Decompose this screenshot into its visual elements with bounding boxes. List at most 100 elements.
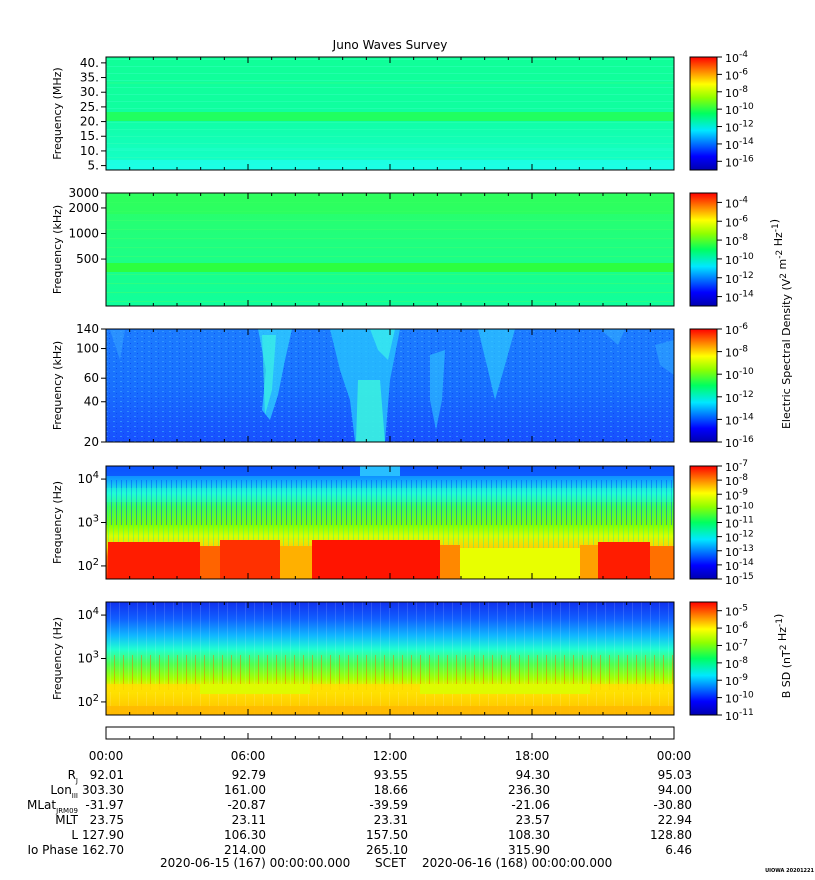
colorbar-tick-label: 10-16 <box>725 435 754 450</box>
y-tick-label: 40. <box>80 56 99 70</box>
colorbar-tick-label: 10-12 <box>725 390 754 405</box>
time-label: 12:00 <box>373 749 408 763</box>
colorbar-tick-label: 10-7 <box>725 638 748 653</box>
panel-3: 140 100 60 40 20 Frequency (kHz) <box>51 322 675 449</box>
y-axis-label: Frequency (kHz) <box>51 205 64 294</box>
ephemeris-value: 94.00 <box>658 783 692 797</box>
y-tick-label: 10. <box>80 144 99 158</box>
ephemeris-value: 94.30 <box>516 768 550 782</box>
ephemeris-value: 157.50 <box>366 828 408 842</box>
ephemeris-value: 23.31 <box>374 813 408 827</box>
y-tick-label: 500 <box>76 252 99 266</box>
ephemeris-row-label: Io Phase <box>27 843 78 857</box>
colorbar-tick-label: 10-12 <box>725 271 754 286</box>
y-tick-label: 15. <box>80 129 99 143</box>
time-label: 00:00 <box>657 749 692 763</box>
low-frequency-bursts <box>108 540 674 579</box>
y-tick-label: 40 <box>84 395 99 409</box>
y-axis-label: Frequency (Hz) <box>51 617 64 700</box>
colorbar-tick-label: 10-14 <box>725 290 754 305</box>
ephemeris-value: 127.90 <box>82 828 124 842</box>
y-tick-label: 102 <box>77 693 99 709</box>
footer-start: 2020-06-15 (167) 00:00:00.000 <box>160 856 350 870</box>
y-tick-label: 20 <box>84 435 99 449</box>
time-label: 06:00 <box>231 749 266 763</box>
ephemeris-value: 93.55 <box>374 768 408 782</box>
ephemeris-value: 214.00 <box>224 843 266 857</box>
ephemeris-value: 162.70 <box>82 843 124 857</box>
colorbar-2: 10-4 10-6 10-8 10-10 10-12 10-14 <box>689 192 754 307</box>
y-tick-label: 103 <box>77 650 99 666</box>
ephemeris-table: RJ 92.01 92.79 93.55 94.30 95.03 LonIII 303.30 1… <box>27 768 692 857</box>
emission-features <box>110 329 674 442</box>
ephemeris-row-label: MLatJRM09 <box>27 798 78 815</box>
ephemeris-value: 6.46 <box>665 843 692 857</box>
stamp: UIOWA 20201221 <box>765 868 814 874</box>
footer-scet: SCET <box>375 856 407 870</box>
y-tick-label: 104 <box>77 606 99 622</box>
ephemeris-value: 22.94 <box>658 813 692 827</box>
ephemeris-row-label: L <box>71 828 78 842</box>
ephemeris-value: 95.03 <box>658 768 692 782</box>
y-tick-label: 1000 <box>68 227 99 241</box>
ephemeris-value: 161.00 <box>224 783 266 797</box>
ephemeris-value: 23.75 <box>90 813 124 827</box>
colorbar-3: 10-6 10-8 10-10 10-12 10-14 10-16 <box>689 322 754 450</box>
y-tick-label: 60 <box>84 371 99 385</box>
band-20mhz <box>106 112 674 121</box>
ephemeris-value: 236.30 <box>508 783 550 797</box>
ephemeris-value: 18.66 <box>374 783 408 797</box>
colorbar-tick-label: 10-10 <box>725 102 754 117</box>
y-tick-label: 140 <box>76 322 99 336</box>
colorbar-tick-label: 10-11 <box>725 516 754 531</box>
colorbar-tick-label: 10-10 <box>725 252 754 267</box>
ephemeris-value: 106.30 <box>224 828 266 842</box>
colorbar-tick-label: 10-10 <box>725 367 754 382</box>
ephemeris-row-label: LonIII <box>50 783 78 800</box>
ephemeris-value: 23.11 <box>232 813 266 827</box>
colorbar-tick-label: 10-8 <box>725 345 748 360</box>
ephemeris-value: -31.97 <box>85 798 124 812</box>
colorbar-tick-label: 10-8 <box>725 473 748 488</box>
colorbar-tick-label: 10-7 <box>725 459 748 474</box>
colorbar-tick-label: 10-14 <box>725 558 754 573</box>
colorbar-tick-label: 10-5 <box>725 604 748 619</box>
colorbar-tick-label: 10-15 <box>725 572 754 587</box>
colorbar-5: 10-5 10-6 10-7 10-8 10-9 10-10 10-11 <box>689 601 754 723</box>
panel-4: 104 103 102 Frequency (Hz) <box>51 465 675 580</box>
colorbar-tick-label: 10-12 <box>725 530 754 545</box>
y-tick-label: 35. <box>80 71 99 85</box>
colorbar-label-magnetic: B SD (nT2 Hz-1) <box>772 614 793 699</box>
y-tick-label: 3000 <box>68 186 99 200</box>
colorbar-tick-label: 10-4 <box>725 50 748 65</box>
colorbar-tick-label: 10-9 <box>725 673 748 688</box>
y-tick-label: 102 <box>77 557 99 573</box>
colorbar-tick-label: 10-4 <box>725 195 748 210</box>
y-axis-label: Frequency (MHz) <box>51 67 64 159</box>
ephemeris-value: -20.87 <box>227 798 266 812</box>
colorbar-tick-label: 10-6 <box>725 67 748 82</box>
colorbar-tick-label: 10-6 <box>725 621 748 636</box>
y-tick-label: 25. <box>80 100 99 114</box>
colorbar-tick-label: 10-9 <box>725 487 748 502</box>
y-axis-label: Frequency (Hz) <box>51 481 64 564</box>
colorbar-tick-label: 10-8 <box>725 656 748 671</box>
colorbar-tick-label: 10-6 <box>725 214 748 229</box>
ephemeris-value: 265.10 <box>366 843 408 857</box>
ephemeris-value: 128.80 <box>650 828 692 842</box>
panel-1: 40.35.30.25.20.15.10.5. Frequency (MHz) <box>51 56 675 173</box>
colorbar-tick-label: 10-10 <box>725 691 754 706</box>
y-tick-label: 2000 <box>68 201 99 215</box>
ephemeris-value: -21.06 <box>511 798 550 812</box>
chart-title: Juno Waves Survey <box>332 38 448 52</box>
ephemeris-row-label: RJ <box>68 768 78 785</box>
colorbar-tick-label: 10-12 <box>725 120 754 135</box>
colorbar-label-electric: Electric Spectral Density (V2 m-2 Hz-1) <box>768 219 793 429</box>
ephemeris-value: 92.79 <box>232 768 266 782</box>
y-tick-label: 104 <box>77 470 99 486</box>
colorbar-tick-label: 10-8 <box>725 233 748 248</box>
y-tick-label: 30. <box>80 85 99 99</box>
ephemeris-value: 303.30 <box>82 783 124 797</box>
